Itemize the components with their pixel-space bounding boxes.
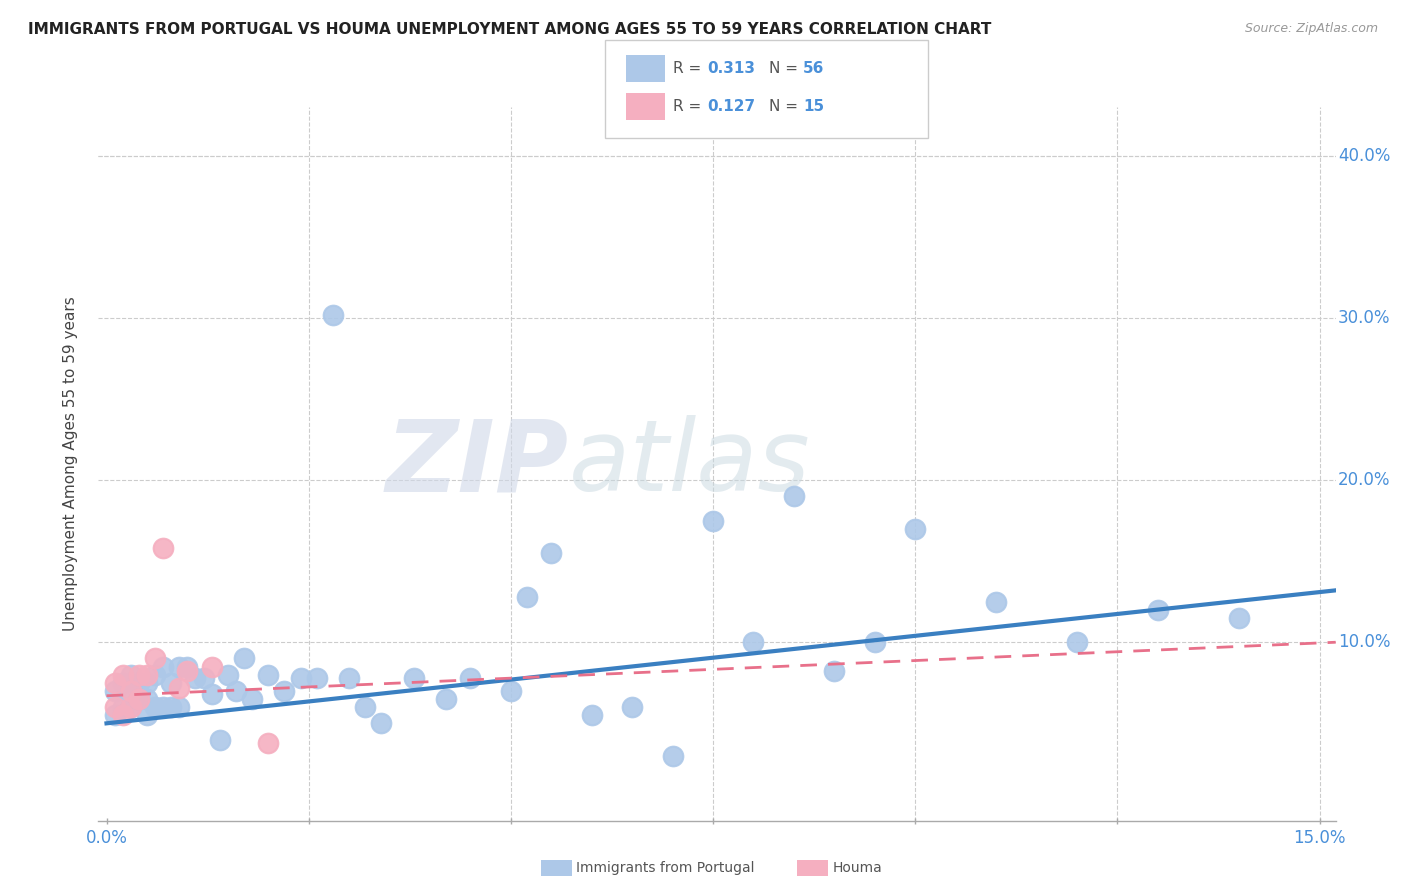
Text: 15: 15 [803,99,824,113]
Point [104,708,127,723]
Text: 0.313: 0.313 [707,62,755,76]
Point [581,708,603,723]
Point [136,675,159,690]
Point [434,692,457,706]
Text: 30.0%: 30.0% [1339,309,1391,326]
Point [742,635,765,649]
Text: Immigrants from Portugal: Immigrants from Portugal [576,861,755,875]
Text: Houma: Houma [832,861,882,875]
Point [176,659,198,673]
Point [217,667,239,681]
Point [104,675,127,690]
Point [128,692,150,706]
Text: N =: N = [769,62,803,76]
Point [621,700,644,714]
Point [354,700,377,714]
Point [402,671,425,685]
Point [322,308,344,322]
Point [863,635,886,649]
Point [111,708,134,723]
Point [104,684,127,698]
Point [120,684,142,698]
Text: R =: R = [673,62,707,76]
Point [257,667,280,681]
Point [111,700,134,714]
Point [184,671,207,685]
Point [120,684,142,698]
Point [152,700,174,714]
Text: 40.0%: 40.0% [1339,146,1391,165]
Point [201,659,224,673]
Point [783,489,806,503]
Text: 0.127: 0.127 [707,99,755,113]
Point [120,700,142,714]
Point [152,659,174,673]
Point [273,684,295,698]
Text: 10.0%: 10.0% [1339,633,1391,651]
Point [540,546,562,560]
Point [370,716,392,731]
Text: ZIP: ZIP [385,416,568,512]
Point [111,667,134,681]
Point [823,665,845,679]
Point [460,671,482,685]
Text: R =: R = [673,99,707,113]
Point [136,667,159,681]
Point [193,671,215,685]
Point [233,651,256,665]
Text: N =: N = [769,99,803,113]
Point [702,514,724,528]
Point [120,700,142,714]
Point [143,700,166,714]
Point [201,687,224,701]
Point [1227,611,1250,625]
Point [337,671,360,685]
Point [160,700,183,714]
Text: IMMIGRANTS FROM PORTUGAL VS HOUMA UNEMPLOYMENT AMONG AGES 55 TO 59 YEARS CORRELA: IMMIGRANTS FROM PORTUGAL VS HOUMA UNEMPL… [28,22,991,37]
Point [1066,635,1088,649]
Point [208,732,231,747]
Point [169,659,191,673]
Point [516,590,538,604]
Text: 56: 56 [803,62,824,76]
Point [160,675,183,690]
Point [240,692,263,706]
Point [104,700,127,714]
Y-axis label: Unemployment Among Ages 55 to 59 years: Unemployment Among Ages 55 to 59 years [63,296,77,632]
Point [143,667,166,681]
Point [136,692,159,706]
Point [1146,603,1168,617]
Text: atlas: atlas [568,416,810,512]
Text: Source: ZipAtlas.com: Source: ZipAtlas.com [1244,22,1378,36]
Point [120,667,142,681]
Point [984,595,1007,609]
Point [176,665,198,679]
Point [143,651,166,665]
Point [111,675,134,690]
Point [290,671,312,685]
Point [904,522,927,536]
Point [257,736,280,750]
Point [152,541,174,556]
Point [136,708,159,723]
Point [661,748,683,763]
Point [305,671,328,685]
Point [225,684,247,698]
Point [128,692,150,706]
Point [128,675,150,690]
Point [128,667,150,681]
Point [499,684,522,698]
Text: 20.0%: 20.0% [1339,471,1391,489]
Point [169,700,191,714]
Point [169,681,191,695]
